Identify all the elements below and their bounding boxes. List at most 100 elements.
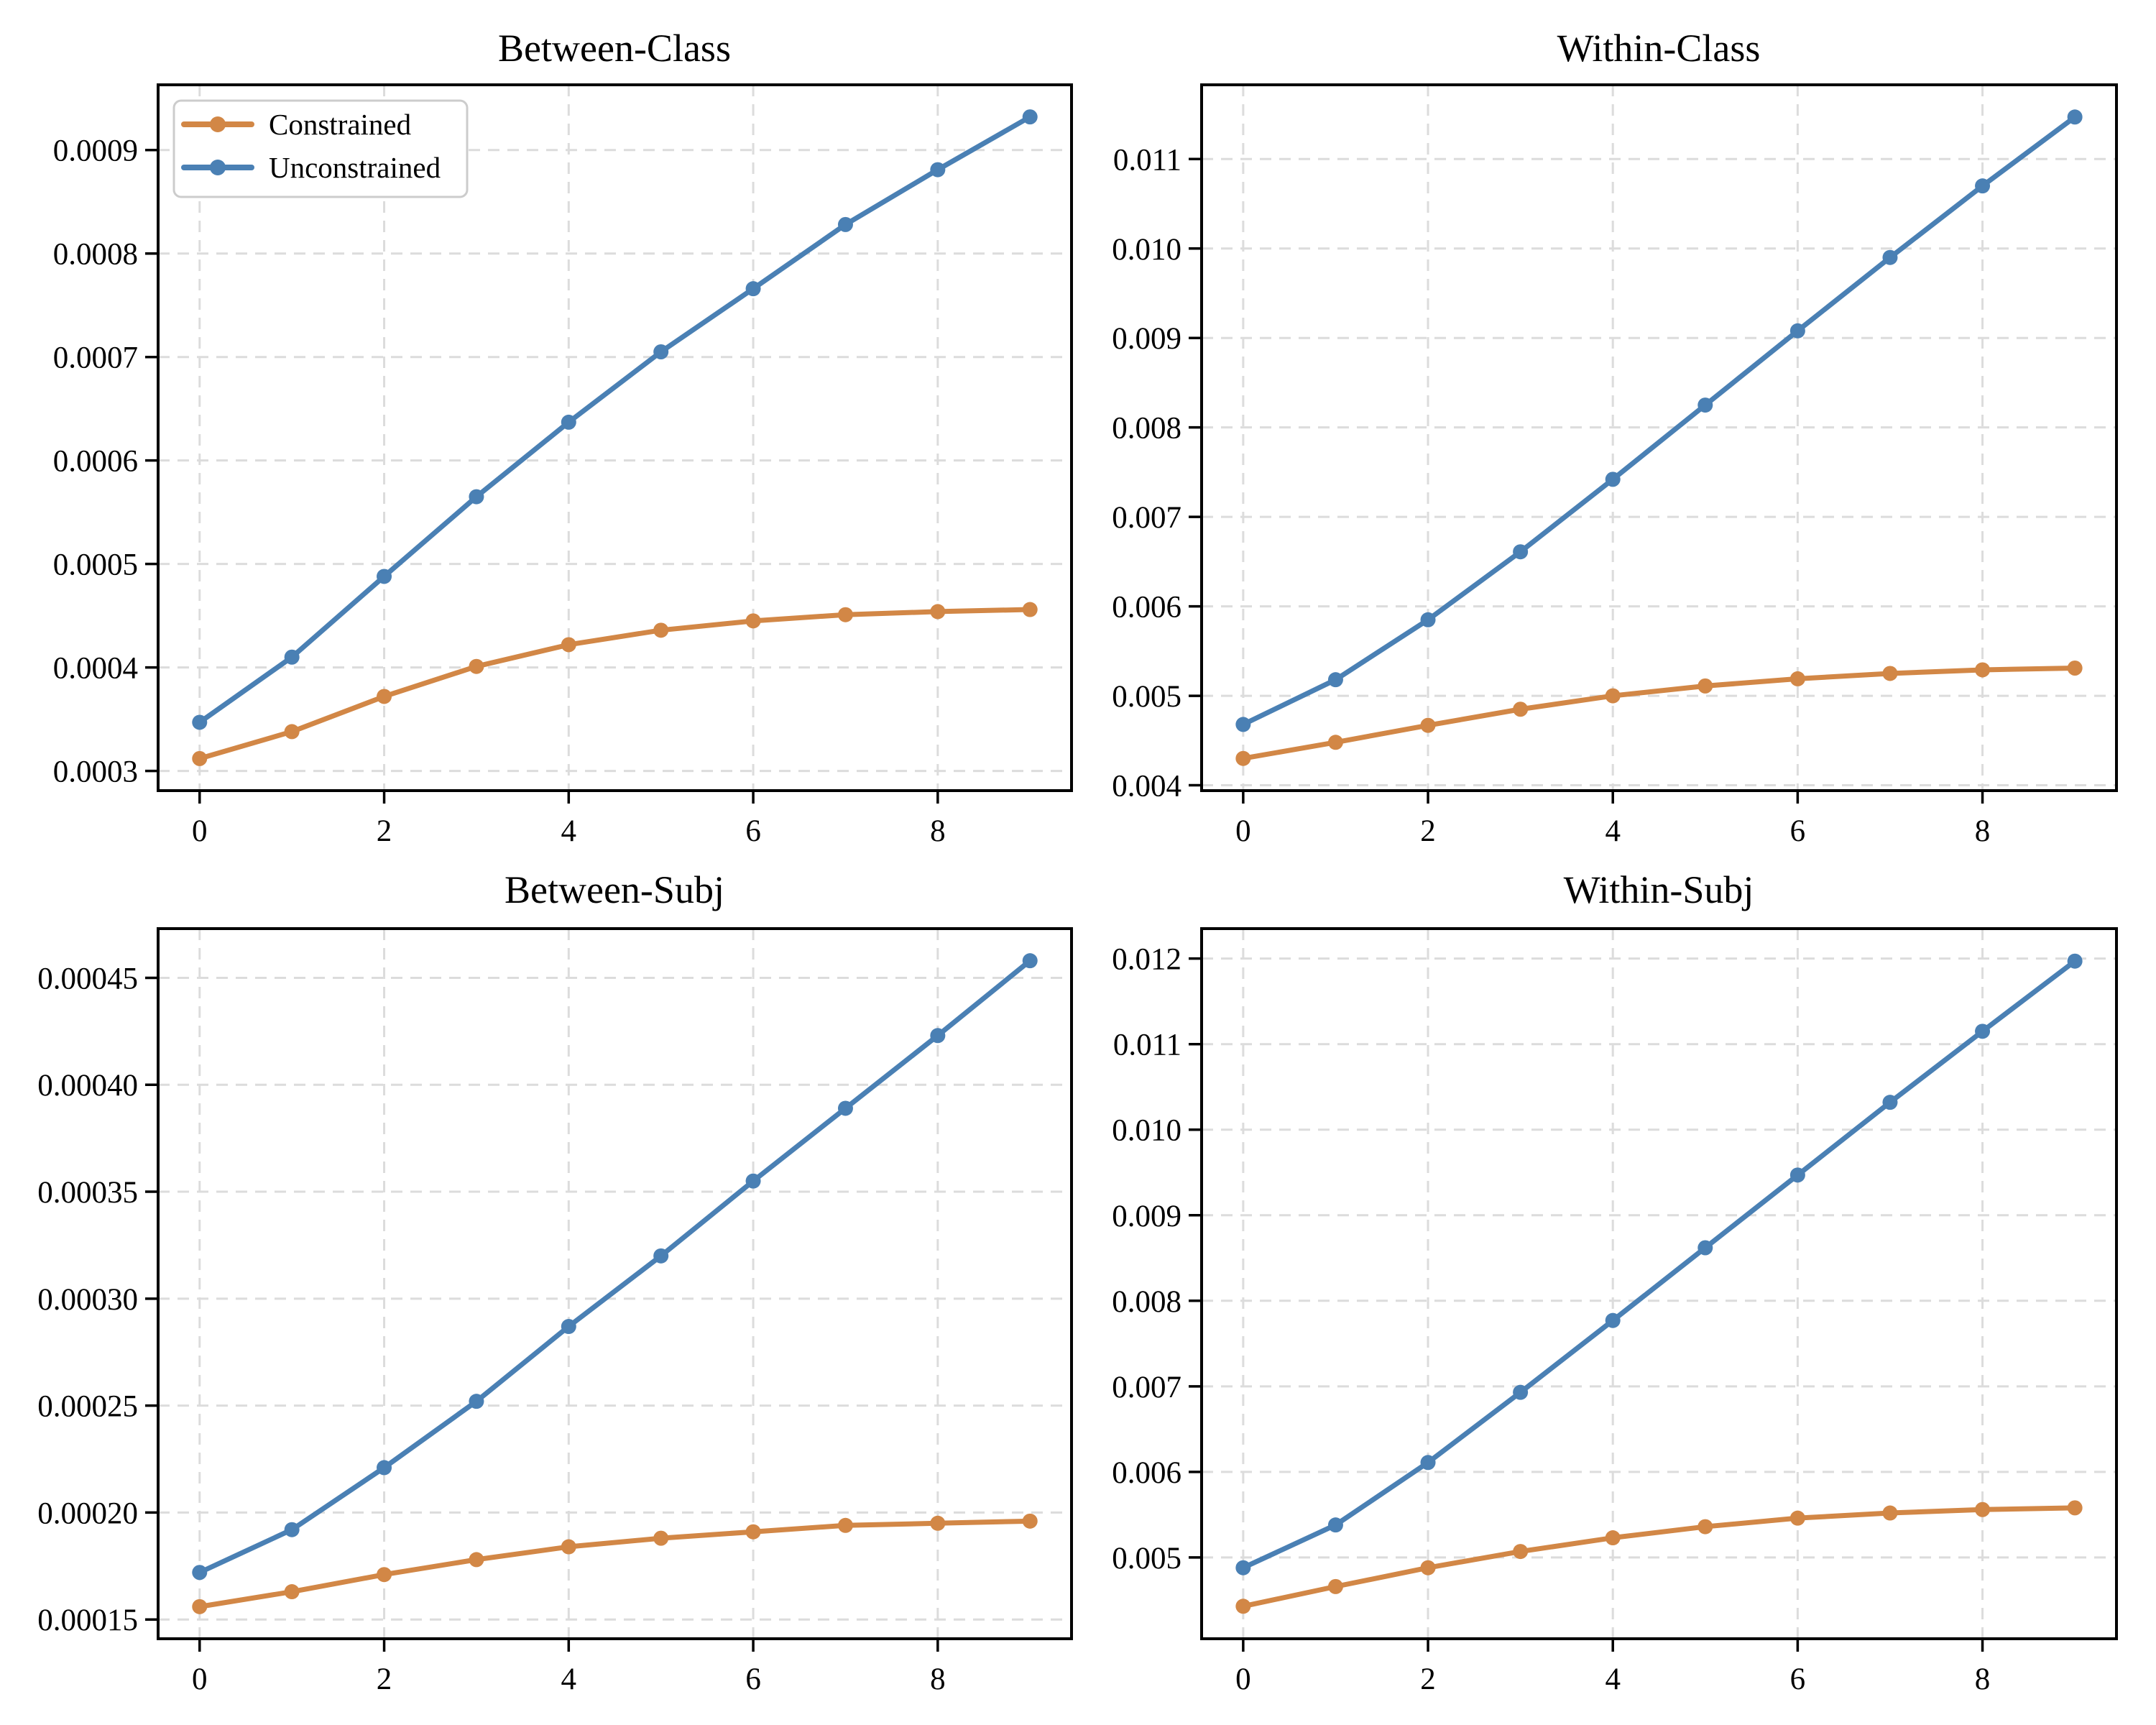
y-tick-label: 0.009 [1112, 1200, 1181, 1233]
x-tick-label: 8 [1975, 1662, 1991, 1696]
data-point-marker [1420, 1560, 1436, 1576]
data-point-marker [653, 622, 669, 638]
y-tick-label: 0.0006 [53, 445, 138, 479]
data-point-marker [1605, 472, 1621, 487]
series-line-constrained [197, 1518, 1033, 1609]
series-line-unconstrained [197, 114, 1033, 725]
plot-area: 0 2 4 6 8 0.00015 0.00020 0.00025 0.00030 0.00035… [37, 927, 1073, 1696]
subplot-between-class: Between-Class 0 2 4 6 8 0.0003 0.0004 0.0005 0.0… [0, 0, 1078, 862]
data-point-marker [192, 1565, 208, 1581]
data-point-marker [1789, 1510, 1805, 1526]
y-tick-label: 0.00030 [37, 1283, 138, 1317]
data-point-marker [2067, 1500, 2083, 1516]
axes-spines [1200, 83, 2118, 792]
data-point-marker [1327, 672, 1343, 688]
data-point-marker [561, 637, 576, 653]
legend-item-label: Constrained [269, 108, 411, 141]
data-point-marker [377, 569, 392, 584]
x-tick-label: 2 [1420, 814, 1436, 848]
data-point-marker [1420, 1455, 1436, 1471]
legend-marker [210, 160, 226, 175]
data-point-marker [1605, 1312, 1621, 1328]
x-tick-label: 2 [377, 814, 392, 848]
series-line-constrained [1240, 1505, 2078, 1609]
data-point-marker [930, 1515, 946, 1531]
legend-marker [210, 116, 226, 132]
axes-spines [1200, 927, 2118, 1640]
y-tick-label: 0.005 [1112, 1542, 1181, 1576]
data-point-marker [377, 1567, 392, 1583]
data-point-marker [1420, 717, 1436, 733]
data-point-marker [745, 613, 761, 629]
data-point-marker [1022, 953, 1038, 969]
plot-area: 0 2 4 6 8 0.004 0.005 0.006 0.007 0.008 0.009 0.010… [1112, 83, 2118, 848]
data-point-marker [2067, 953, 2083, 969]
data-point-marker [561, 414, 576, 430]
y-tick-label: 0.009 [1112, 322, 1181, 356]
axes-spines [157, 83, 1073, 792]
data-point-marker [1022, 1513, 1038, 1529]
data-point-marker [1022, 109, 1038, 125]
data-point-marker [1513, 702, 1529, 717]
x-tick-label: 8 [930, 1662, 946, 1696]
y-tick-label: 0.00040 [37, 1069, 138, 1103]
data-point-marker [192, 714, 208, 730]
data-point-marker [284, 724, 300, 740]
data-point-marker [1235, 750, 1251, 766]
y-tick-label: 0.0009 [53, 134, 138, 168]
data-point-marker [1882, 1505, 1898, 1521]
data-point-marker [1697, 1240, 1713, 1256]
y-tick-label: 0.008 [1112, 412, 1181, 446]
subplot-between-subj: Between-Subj 0 2 4 6 8 0.00015 0.00020 0.00025 0… [0, 862, 1078, 1725]
data-point-marker [561, 1539, 576, 1555]
data-point-marker [1882, 249, 1898, 265]
data-point-marker [377, 1460, 392, 1476]
x-tick-label: 4 [1605, 1662, 1621, 1696]
x-tick-label: 6 [1790, 1662, 1806, 1696]
y-tick-label: 0.00045 [37, 962, 138, 995]
subplot-within-subj: Within-Subj 0 2 4 6 8 0.005 0.006 0.007 0.008 0.0… [1078, 862, 2156, 1725]
data-point-marker [1975, 1501, 1991, 1517]
data-point-marker [469, 1552, 484, 1568]
data-point-marker [745, 1173, 761, 1189]
chart-canvas-within-class: Within-Class 0 2 4 6 8 0.004 0.005 0.006 0.007 0.… [1112, 27, 2118, 848]
data-point-marker [653, 1530, 669, 1546]
y-tick-label: 0.010 [1112, 233, 1181, 267]
chart-canvas-between-subj: Between-Subj 0 2 4 6 80.000150.000200.000250… [37, 868, 1073, 1696]
x-tick-label: 0 [192, 814, 208, 848]
y-tick-label: 0.0007 [53, 341, 138, 375]
x-tick-label: 0 [192, 1662, 208, 1696]
chart-title: Between-Subj [505, 868, 724, 911]
axes-spines [157, 927, 1073, 1640]
series-line-constrained [197, 607, 1033, 761]
data-point-marker [1605, 1530, 1621, 1546]
data-point-marker [1327, 1517, 1343, 1533]
data-point-marker [1235, 1598, 1251, 1614]
data-point-marker [837, 216, 853, 232]
x-tick-label: 6 [745, 814, 761, 848]
data-point-marker [653, 344, 669, 359]
data-point-marker [2067, 660, 2083, 676]
y-tick-label: 0.0008 [53, 238, 138, 272]
x-tick-label: 0 [1235, 1662, 1251, 1696]
y-tick-label: 0.007 [1112, 1371, 1181, 1404]
data-point-marker [1513, 1544, 1529, 1560]
y-tick-label: 0.010 [1112, 1114, 1181, 1148]
data-point-marker [284, 649, 300, 665]
data-point-marker [1882, 1095, 1898, 1110]
chart-canvas-within-subj: Within-Subj 0 2 4 6 8 0.005 0.006 0.007 0.008 0.0… [1112, 868, 2118, 1696]
y-tick-label: 0.005 [1112, 680, 1181, 714]
data-point-marker [1697, 397, 1713, 413]
data-point-marker [1975, 1024, 1991, 1039]
y-tick-label: 0.011 [1113, 143, 1181, 177]
y-tick-label: 0.00015 [37, 1604, 138, 1637]
plot-area: 0 2 4 6 8 0.005 0.006 0.007 0.008 0.009 0.010 0.011… [1112, 927, 2118, 1696]
data-point-marker [1789, 323, 1805, 339]
data-point-marker [469, 489, 484, 505]
data-point-marker [1235, 717, 1251, 732]
y-tick-label: 0.00020 [37, 1496, 138, 1530]
data-point-marker [837, 607, 853, 622]
data-point-marker [1882, 666, 1898, 681]
data-point-marker [561, 1319, 576, 1335]
data-point-marker [284, 1584, 300, 1600]
